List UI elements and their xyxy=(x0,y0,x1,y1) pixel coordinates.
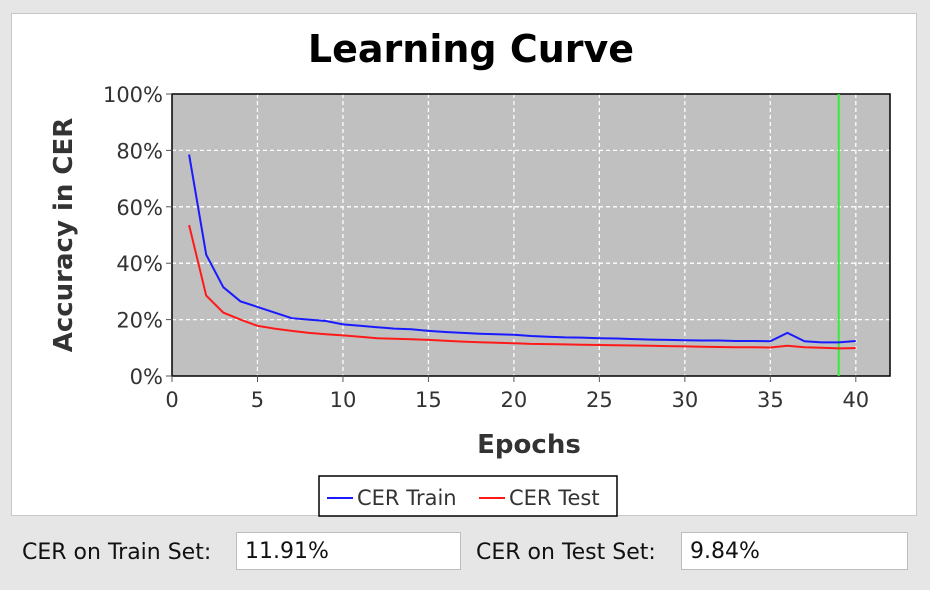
x-axis-label: Epochs xyxy=(477,430,581,460)
y-tick-label: 100% xyxy=(103,83,163,107)
y-tick-label: 40% xyxy=(116,252,163,276)
plot-border xyxy=(171,93,891,377)
x-tick-label: 30 xyxy=(671,388,698,412)
x-tick-label: 25 xyxy=(586,388,613,412)
y-tick-label: 20% xyxy=(116,309,163,333)
chart-legend: CER Train CER Test xyxy=(318,475,618,517)
test-set-cer-field[interactable]: 9.84% xyxy=(681,532,908,570)
learning-curve-chart: Learning Curve 0 5 10 15 20 25 30 35 40 0% 20% 40% 6… xyxy=(49,27,891,517)
y-axis-label: Accuracy in CER xyxy=(49,118,79,353)
chart-title: Learning Curve xyxy=(308,27,634,71)
series-line-cer-test xyxy=(188,224,856,350)
y-tick-label: 80% xyxy=(116,139,163,163)
y-tick-label: 0% xyxy=(130,365,163,389)
legend-label-cer-test: CER Test xyxy=(509,486,600,510)
chart-panel: Learning Curve 0 5 10 15 20 25 30 35 40 0% 20% 40% 6… xyxy=(11,13,917,517)
x-tick-label: 15 xyxy=(415,388,442,412)
test-set-label: CER on Test Set: xyxy=(476,540,656,565)
y-tick-label: 60% xyxy=(116,196,163,220)
train-set-cer-field[interactable]: 11.91% xyxy=(236,532,461,570)
x-tick-label: 20 xyxy=(501,388,528,412)
x-tick-label: 5 xyxy=(251,388,264,412)
x-tick-label: 0 xyxy=(165,388,178,412)
legend-label-cer-train: CER Train xyxy=(357,486,457,510)
series-line-cer-train xyxy=(188,154,856,344)
legend-box xyxy=(318,475,618,517)
x-tick-label: 35 xyxy=(757,388,784,412)
x-tick-label: 10 xyxy=(330,388,357,412)
plot-area xyxy=(172,94,890,376)
x-tick-label: 40 xyxy=(842,388,869,412)
train-set-label: CER on Train Set: xyxy=(22,540,212,565)
